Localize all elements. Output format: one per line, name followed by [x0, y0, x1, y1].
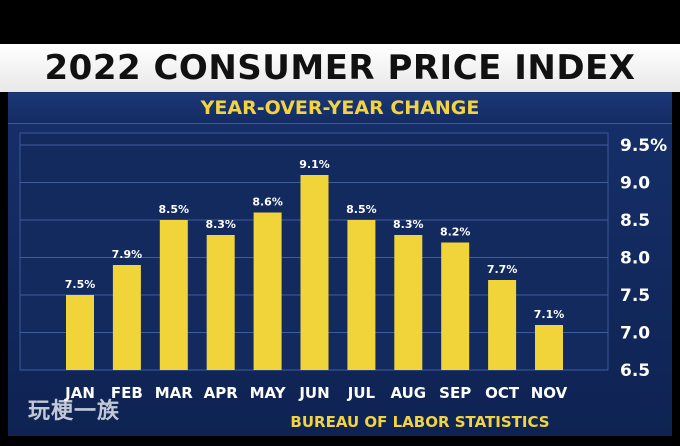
data-label: 8.5%: [159, 203, 190, 216]
data-label: 7.1%: [534, 308, 565, 321]
bar: [347, 220, 376, 370]
chart-title: 2022 CONSUMER PRICE INDEX: [44, 48, 636, 88]
data-label: 8.6%: [252, 196, 283, 209]
x-tick-label: APR: [204, 384, 239, 402]
data-label: 9.1%: [299, 158, 330, 171]
watermark-text: 玩梗一族: [28, 399, 121, 424]
bar: [394, 235, 423, 370]
bar: [253, 212, 282, 370]
x-tick-label: JAN: [64, 384, 95, 402]
x-tick-label: JUN: [298, 384, 329, 402]
title-bar: 2022 CONSUMER PRICE INDEX: [0, 44, 680, 92]
bar: [159, 220, 188, 370]
data-label: 7.5%: [65, 278, 96, 291]
x-tick-label: AUG: [390, 384, 426, 402]
x-tick-label: MAY: [250, 384, 287, 402]
subtitle-strip: YEAR-OVER-YEAR CHANGE: [8, 93, 672, 124]
bar: [112, 265, 141, 370]
bar: [300, 175, 329, 370]
y-tick-label: 9.0: [620, 174, 650, 194]
x-tick-label: MAR: [155, 384, 194, 402]
bar: [66, 295, 94, 370]
data-label: 7.7%: [487, 263, 518, 276]
x-tick-label: SEP: [439, 384, 471, 402]
y-tick-label: 7.5: [620, 286, 650, 306]
y-tick-label: 8.0: [620, 249, 650, 269]
chart-source: BUREAU OF LABOR STATISTICS: [290, 413, 550, 431]
data-label: 8.3%: [393, 218, 424, 231]
x-tick-label: JUL: [347, 384, 376, 402]
data-label: 7.9%: [112, 248, 143, 261]
x-tick-label: NOV: [531, 384, 568, 402]
y-tick-label: 6.5: [620, 361, 650, 381]
y-tick-label: 7.0: [620, 324, 650, 344]
bar: [535, 325, 563, 370]
y-tick-label: 9.5%: [620, 136, 667, 156]
x-tick-label: FEB: [111, 384, 143, 402]
bar: [206, 235, 235, 370]
data-label: 8.2%: [440, 226, 471, 239]
bar: [488, 280, 517, 370]
bar: [441, 242, 470, 370]
y-tick-label: 8.5: [620, 211, 650, 231]
data-label: 8.3%: [205, 218, 236, 231]
x-tick-label: OCT: [485, 384, 520, 402]
data-label: 8.5%: [346, 203, 377, 216]
chart-subtitle: YEAR-OVER-YEAR CHANGE: [200, 97, 480, 119]
